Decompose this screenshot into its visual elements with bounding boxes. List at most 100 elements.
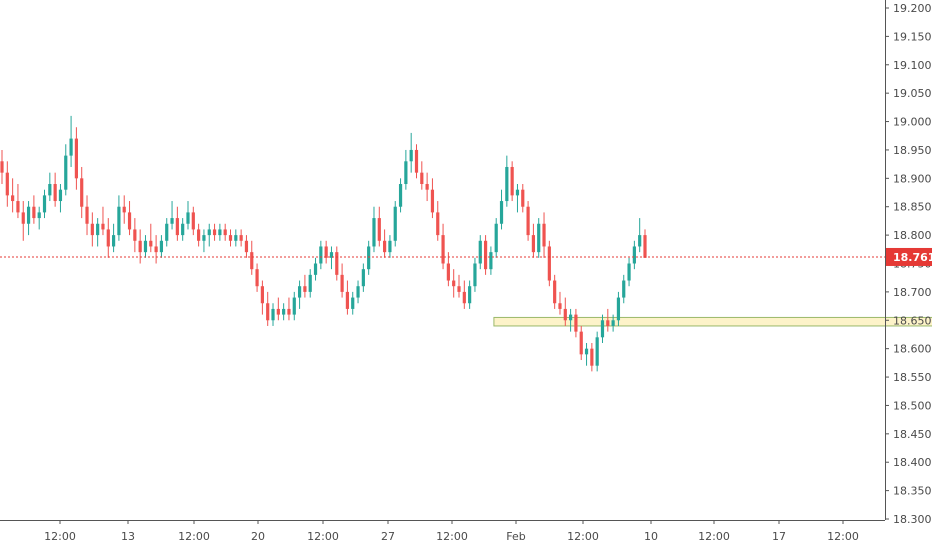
candle-body: [457, 286, 461, 292]
candle-body: [138, 240, 142, 253]
candle-body: [499, 201, 504, 224]
candle-body: [521, 189, 525, 207]
candle: [154, 235, 158, 264]
y-tick-label: 18.50000: [893, 399, 932, 412]
candle: [58, 184, 63, 213]
candle-body: [515, 189, 520, 196]
candle-body: [627, 263, 631, 281]
candle: [74, 127, 78, 190]
candle: [266, 291, 270, 326]
candle: [101, 206, 105, 236]
candle-body: [218, 229, 222, 236]
x-tick-label: 12:00: [567, 530, 599, 543]
candle-body: [367, 246, 371, 270]
candle-body: [335, 252, 339, 275]
y-tick-label: 18.35000: [893, 485, 932, 498]
x-tick-label: 17: [772, 530, 786, 543]
candle: [553, 274, 557, 309]
candle-body: [212, 229, 217, 236]
candle: [361, 263, 365, 292]
candle: [462, 280, 466, 309]
candle: [499, 189, 504, 230]
candle: [287, 297, 291, 321]
candle-body: [271, 308, 275, 321]
candle: [335, 246, 339, 281]
candle: [111, 223, 116, 253]
y-tick-label: 18.80000: [893, 229, 932, 242]
x-tick-label: Feb: [506, 530, 525, 543]
candle-body: [111, 235, 116, 247]
candle-body: [356, 286, 360, 298]
candles-layer: [0, 115, 647, 372]
candle: [117, 195, 121, 241]
candle-body: [170, 218, 174, 224]
candle: [85, 195, 89, 236]
candle-body: [244, 240, 249, 253]
candle: [191, 206, 195, 236]
candle-body: [489, 252, 493, 270]
candle-body: [436, 212, 440, 236]
candle: [127, 201, 132, 236]
candle-body: [632, 246, 636, 264]
candle: [143, 235, 148, 258]
candle-body: [383, 240, 387, 253]
candle: [595, 331, 599, 372]
x-tick-label: 12:00: [827, 530, 859, 543]
candle-body: [616, 297, 621, 321]
candle: [611, 314, 615, 332]
candle-body: [462, 291, 466, 304]
candle: [48, 172, 52, 202]
candle-body: [584, 348, 589, 355]
candle: [483, 235, 488, 275]
candle: [627, 257, 631, 287]
candle: [452, 269, 456, 298]
candle: [367, 240, 371, 275]
candle: [542, 212, 546, 258]
candle: [244, 235, 249, 258]
candle: [531, 223, 536, 258]
candle: [329, 246, 334, 270]
candle: [37, 206, 41, 230]
candle: [11, 178, 15, 213]
candle-body: [239, 235, 243, 241]
candle-body: [255, 269, 259, 287]
candle: [489, 246, 493, 275]
candle: [260, 280, 264, 315]
candle: [383, 229, 387, 258]
candle-body: [53, 184, 57, 202]
candle: [5, 161, 9, 207]
candle: [404, 149, 408, 190]
y-tick-label: 18.65000: [893, 314, 932, 327]
candle-body: [133, 229, 137, 241]
candle-body: [117, 206, 121, 236]
candle: [234, 229, 238, 247]
candle: [80, 166, 84, 219]
candle: [537, 218, 541, 258]
candle: [324, 240, 328, 264]
candle: [303, 274, 307, 298]
candle: [606, 308, 610, 332]
candle: [521, 184, 525, 213]
candle: [122, 195, 126, 224]
candle-body: [223, 229, 227, 236]
candle: [292, 291, 296, 321]
candle-body: [622, 280, 626, 298]
x-tick-label: 20: [251, 530, 265, 543]
candle: [579, 325, 583, 361]
candle-body: [16, 201, 20, 213]
candle-body: [340, 274, 344, 292]
x-tick-label: 12:00: [436, 530, 468, 543]
candle-body: [106, 229, 110, 247]
candle-body: [473, 263, 477, 287]
candle: [32, 195, 36, 224]
candle-body: [510, 166, 514, 196]
candle-body: [574, 314, 578, 332]
candle: [425, 172, 429, 202]
candle-body: [483, 240, 488, 270]
candle-body: [398, 184, 403, 207]
candle-body: [579, 331, 583, 355]
candle: [308, 269, 312, 298]
candle-body: [32, 206, 36, 219]
